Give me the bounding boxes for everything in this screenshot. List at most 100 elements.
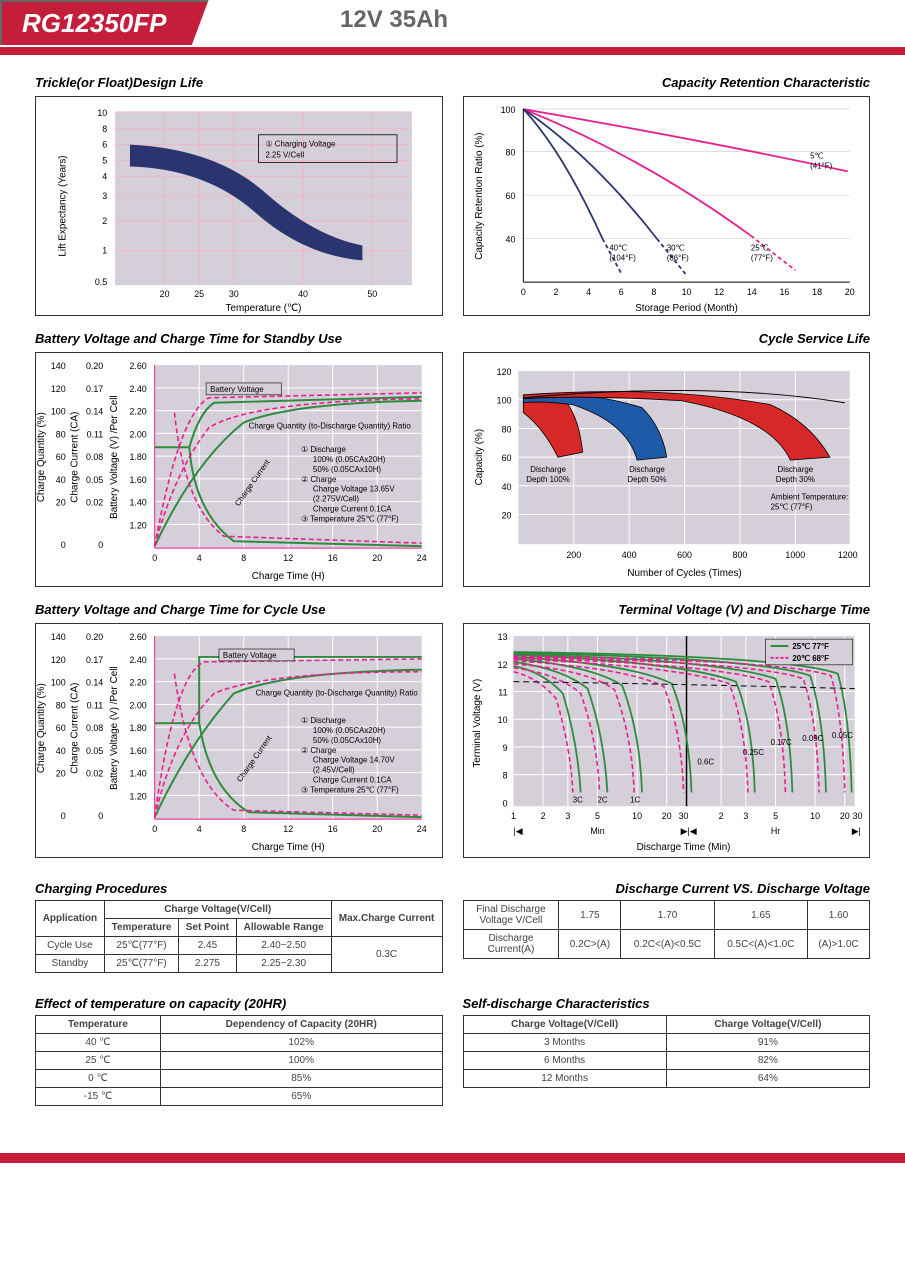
svg-text:Charge Quantity (%): Charge Quantity (%)	[36, 683, 47, 773]
svg-text:|◀: |◀	[513, 826, 522, 836]
footer-stripe	[0, 1153, 905, 1163]
svg-text:0.08: 0.08	[86, 723, 103, 733]
svg-text:② Charge: ② Charge	[301, 475, 337, 484]
svg-text:30℃: 30℃	[666, 244, 684, 253]
svg-text:0: 0	[98, 540, 103, 550]
svg-text:50: 50	[367, 289, 377, 299]
svg-text:2.40: 2.40	[129, 655, 146, 665]
svg-text:1.20: 1.20	[129, 520, 146, 530]
svg-text:3C: 3C	[572, 795, 582, 804]
svg-text:Discharge: Discharge	[629, 465, 665, 474]
svg-text:100: 100	[500, 105, 515, 115]
svg-text:120: 120	[51, 384, 66, 394]
svg-text:Battery Voltage (V) /Per Cell: Battery Voltage (V) /Per Cell	[109, 395, 120, 519]
svg-text:0: 0	[152, 824, 157, 834]
svg-text:400: 400	[621, 550, 636, 560]
svg-text:16: 16	[328, 553, 338, 563]
svg-text:Charge Current 0.1CA: Charge Current 0.1CA	[313, 776, 392, 785]
svg-text:20: 20	[372, 824, 382, 834]
svg-text:0.17C: 0.17C	[770, 738, 791, 747]
svg-text:10: 10	[810, 811, 820, 821]
svg-text:16: 16	[328, 824, 338, 834]
svg-text:2: 2	[553, 287, 558, 297]
cycle-use-chart: Battery Voltage Charge Quantity (to-Disc…	[35, 623, 443, 858]
svg-text:0.20: 0.20	[86, 632, 103, 642]
svg-text:Depth 50%: Depth 50%	[627, 475, 666, 484]
svg-text:1.80: 1.80	[129, 723, 146, 733]
svg-text:25℃: 25℃	[750, 244, 768, 253]
svg-text:③ Temperature 25℃ (77°F): ③ Temperature 25℃ (77°F)	[301, 514, 399, 523]
svg-text:Battery Voltage (V) /Per Cell: Battery Voltage (V) /Per Cell	[109, 666, 120, 790]
svg-text:▶|: ▶|	[851, 826, 860, 836]
svg-text:2.40: 2.40	[129, 384, 146, 394]
svg-text:60: 60	[56, 452, 66, 462]
svg-text:30: 30	[852, 811, 862, 821]
svg-text:0.08: 0.08	[86, 452, 103, 462]
chart4-title: Cycle Service Life	[463, 331, 871, 346]
svg-text:6: 6	[102, 140, 107, 150]
svg-text:Terminal Voltage (V): Terminal Voltage (V)	[471, 679, 482, 768]
svg-text:80: 80	[505, 148, 515, 158]
svg-text:0.05: 0.05	[86, 475, 103, 485]
svg-text:0.05: 0.05	[86, 746, 103, 756]
svg-text:(2.275V/Cell): (2.275V/Cell)	[313, 495, 360, 504]
model-number: RG12350FP	[0, 0, 209, 45]
svg-text:4: 4	[102, 171, 107, 181]
svg-text:8: 8	[241, 824, 246, 834]
svg-text:140: 140	[51, 361, 66, 371]
tbl-self-title: Self-discharge Characteristics	[463, 996, 871, 1011]
svg-text:0.20: 0.20	[86, 361, 103, 371]
svg-text:4: 4	[197, 824, 202, 834]
svg-text:1.40: 1.40	[129, 498, 146, 508]
svg-text:Charge Current (CA): Charge Current (CA)	[70, 683, 81, 774]
svg-text:3: 3	[102, 191, 107, 201]
svg-text:24: 24	[417, 824, 427, 834]
svg-text:Discharge: Discharge	[777, 465, 813, 474]
svg-text:Charge Time (H): Charge Time (H)	[252, 842, 325, 853]
svg-text:2: 2	[718, 811, 723, 821]
svg-text:0.11: 0.11	[87, 429, 104, 439]
svg-text:① Discharge: ① Discharge	[301, 716, 346, 725]
svg-text:60: 60	[56, 723, 66, 733]
svg-text:1.80: 1.80	[129, 452, 146, 462]
svg-text:Lift Expectancy (Years): Lift Expectancy (Years)	[58, 155, 69, 256]
svg-text:100% (0.05CAx20H): 100% (0.05CAx20H)	[313, 726, 386, 735]
svg-text:10: 10	[632, 811, 642, 821]
svg-text:8: 8	[102, 124, 107, 134]
svg-text:25℃ (77°F): 25℃ (77°F)	[770, 503, 812, 512]
svg-text:20: 20	[56, 769, 66, 779]
chart6-title: Terminal Voltage (V) and Discharge Time	[463, 602, 871, 617]
svg-text:5: 5	[773, 811, 778, 821]
svg-text:50% (0.05CAx10H): 50% (0.05CAx10H)	[313, 465, 381, 474]
svg-text:40℃: 40℃	[609, 244, 627, 253]
svg-text:14: 14	[746, 287, 756, 297]
svg-text:40: 40	[56, 475, 66, 485]
svg-text:Charge Time (H): Charge Time (H)	[252, 571, 325, 582]
svg-text:20: 20	[844, 287, 854, 297]
svg-text:Capacity (%): Capacity (%)	[473, 429, 484, 486]
svg-text:2: 2	[540, 811, 545, 821]
cycle-life-chart: DischargeDepth 100% DischargeDepth 50% D…	[463, 352, 871, 587]
svg-text:0.17: 0.17	[86, 655, 103, 665]
svg-text:20: 20	[372, 553, 382, 563]
svg-text:20℃ 68°F: 20℃ 68°F	[792, 654, 829, 663]
svg-text:40: 40	[505, 235, 515, 245]
svg-text:40: 40	[56, 746, 66, 756]
svg-text:0.02: 0.02	[86, 498, 103, 508]
svg-text:12: 12	[714, 287, 724, 297]
svg-text:20: 20	[56, 498, 66, 508]
svg-text:0: 0	[520, 287, 525, 297]
svg-text:Temperature (℃): Temperature (℃)	[226, 303, 302, 314]
svg-text:13: 13	[497, 632, 507, 642]
svg-text:140: 140	[51, 632, 66, 642]
svg-text:10: 10	[97, 108, 107, 118]
svg-text:10: 10	[681, 287, 691, 297]
svg-text:Discharge: Discharge	[530, 465, 566, 474]
svg-text:Charge Voltage 13.65V: Charge Voltage 13.65V	[313, 485, 395, 494]
svg-text:2: 2	[102, 216, 107, 226]
svg-text:80: 80	[56, 429, 66, 439]
svg-text:1200: 1200	[837, 550, 857, 560]
svg-text:0.6C: 0.6C	[697, 758, 714, 767]
svg-text:40: 40	[501, 482, 511, 492]
svg-text:10: 10	[497, 715, 507, 725]
